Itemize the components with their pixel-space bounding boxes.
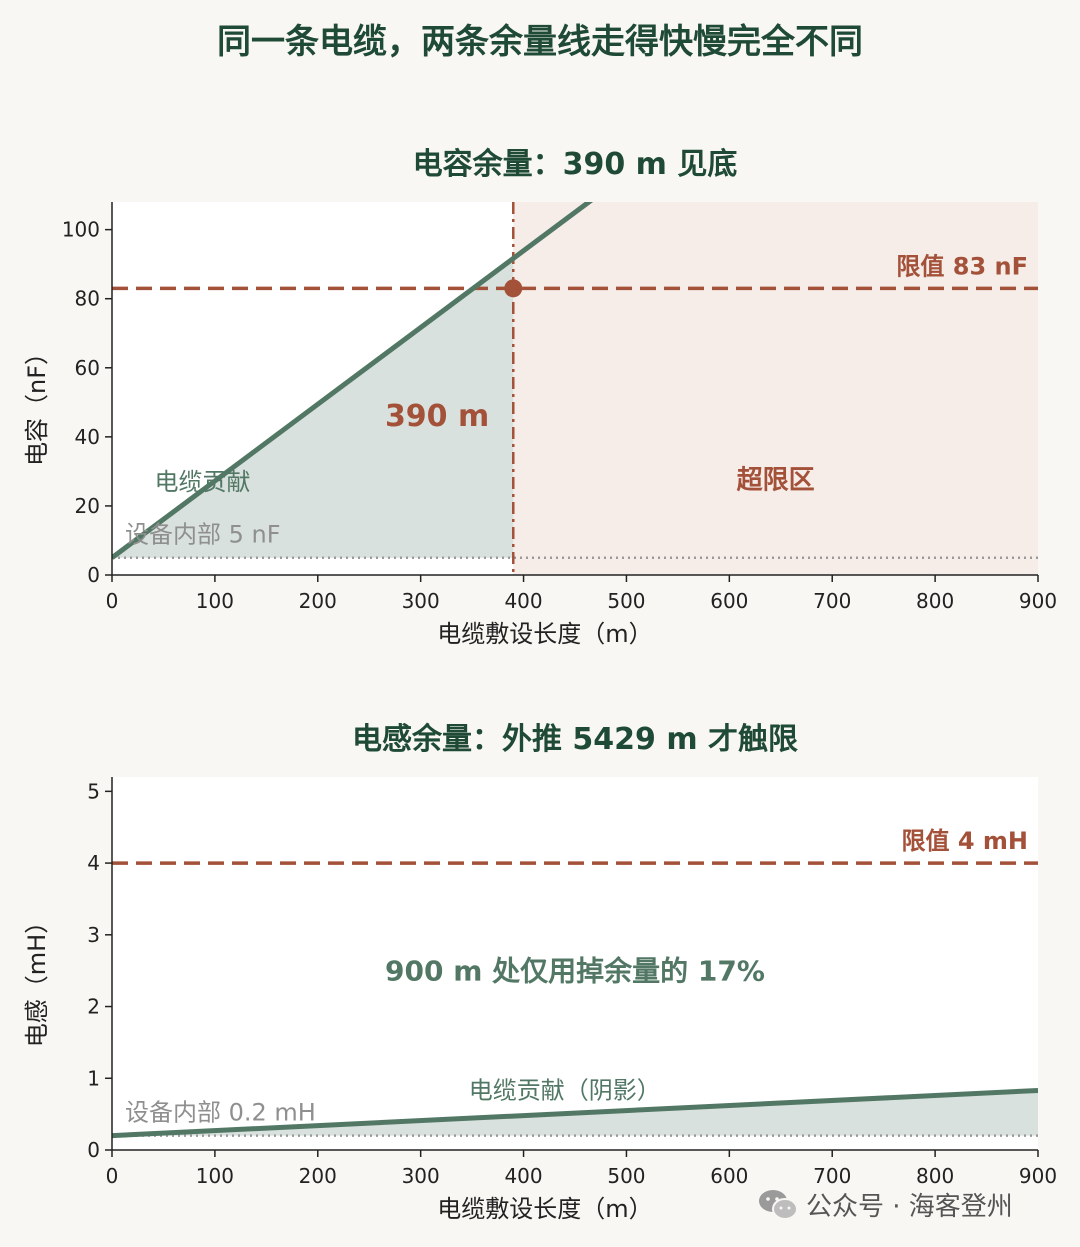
x-tick-label: 0 [106,589,119,613]
wechat-icon [758,1188,798,1222]
x-tick-label: 100 [196,1164,234,1188]
center-label: 900 m 处仅用掉余量的 17% [385,955,765,988]
x-tick-label: 100 [196,589,234,613]
x-tick-label: 0 [106,1164,119,1188]
chart-title: 电感余量：外推 5429 m 才触限 [352,722,798,757]
x-tick-label: 800 [916,589,954,613]
y-axis-label: 电容（nF） [23,341,51,466]
y-tick-label: 3 [87,923,100,947]
x-tick-label: 800 [916,1164,954,1188]
x-tick-label: 200 [299,589,337,613]
series-line [112,202,594,560]
page-title: 同一条电缆，两条余量线走得快慢完全不同 [217,22,863,62]
x-tick-label: 400 [504,589,542,613]
y-tick-label: 0 [87,1138,100,1162]
plot-content [112,861,1038,1139]
chart-title: 电容余量：390 m 见底 [413,147,738,182]
over-limit-zone [513,202,1038,575]
inductance-chart: 电感余量：外推 5429 m 才触限 0 100 200 300 400 500 600 700… [23,722,1057,1223]
y-tick-label: 0 [87,563,100,587]
x-tick-label: 700 [813,589,851,613]
y-tick-label: 60 [75,356,100,380]
limit-label: 限值 4 mH [901,827,1028,855]
y-tick-label: 2 [87,995,100,1019]
x-tick-label: 500 [607,589,645,613]
crossing-point [504,279,523,298]
plot-area [112,777,1038,1150]
y-axis-label: 电感（mH） [23,910,51,1047]
x-tick-label: 300 [402,589,440,613]
x-tick-label: 700 [813,1164,851,1188]
y-tick-label: 100 [62,218,100,242]
y-tick-label: 4 [87,851,100,875]
limit-label: 限值 83 nF [896,252,1028,280]
y-tick-label: 5 [87,779,100,803]
watermark-text: 公众号 · 海客登州 [806,1192,1013,1222]
plot-content [112,202,1038,575]
x-axis-label: 电缆敷设长度（m） [437,620,652,648]
fill-label: 电缆贡献（阴影） [469,1076,661,1104]
crossing-label: 390 m [385,399,489,434]
x-tick-label: 400 [504,1164,542,1188]
x-tick-label: 500 [607,1164,645,1188]
fill-label: 电缆贡献 [155,468,251,496]
x-tick-label: 300 [402,1164,440,1188]
capacitance-chart: 电容余量：390 m 见底0 100 200 300 400 500 600 700 800 90… [23,147,1057,648]
baseline-label: 设备内部 0.2 mH [125,1099,316,1127]
series-line [112,1087,1038,1139]
x-tick-label: 900 [1019,589,1057,613]
x-tick-label: 900 [1019,1164,1057,1188]
zone-label: 超限区 [737,466,815,496]
watermark: 公众号 · 海客登州 [758,1186,1013,1223]
x-tick-label: 200 [299,1164,337,1188]
baseline-label: 设备内部 5 nF [125,521,281,549]
y-tick-label: 80 [75,287,100,311]
y-tick-label: 40 [75,425,100,449]
x-axis-label: 电缆敷设长度（m） [437,1195,652,1223]
y-tick-label: 1 [87,1066,100,1090]
y-tick-label: 20 [75,494,100,518]
x-tick-label: 600 [710,589,748,613]
x-tick-label: 600 [710,1164,748,1188]
